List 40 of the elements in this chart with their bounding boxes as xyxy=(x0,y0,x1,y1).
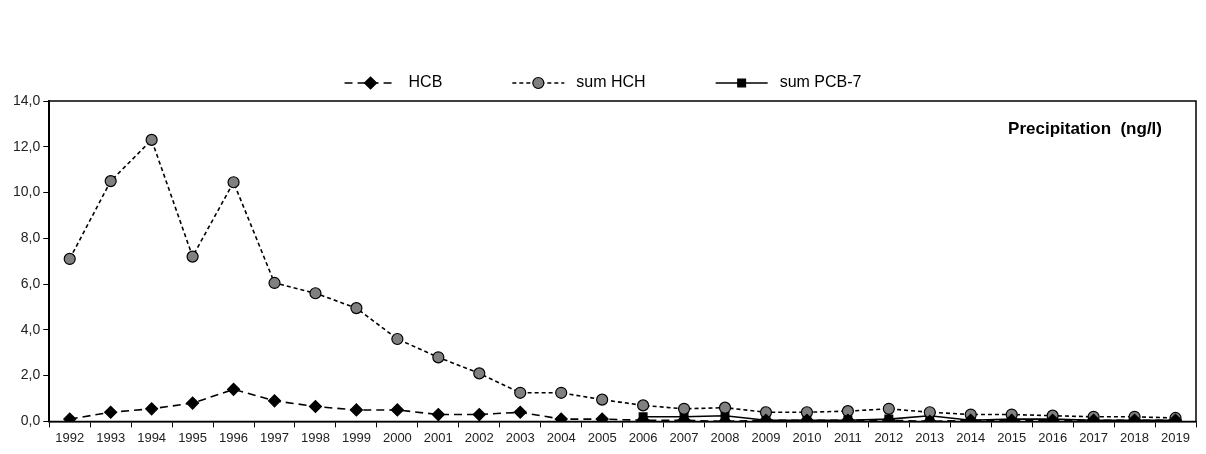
x-tick-label: 2006 xyxy=(628,429,658,445)
y-tick-label: 6,0 xyxy=(20,274,41,291)
x-tick-label: 1992 xyxy=(55,429,85,445)
x-tick-label: 1996 xyxy=(219,429,249,445)
x-tick-label: 2003 xyxy=(505,429,535,445)
x-tick-label: 2011 xyxy=(833,429,862,445)
y-tick-label: 0,0 xyxy=(20,412,41,429)
x-tick-label: 2000 xyxy=(382,429,412,445)
y-tick-label: 2,0 xyxy=(20,366,41,383)
y-tick-label: 10,0 xyxy=(13,183,41,200)
x-tick-label: 1994 xyxy=(137,429,167,445)
x-tick-label: 2005 xyxy=(587,429,617,445)
x-tick-label: 1997 xyxy=(260,429,289,445)
y-tick-label: 14,0 xyxy=(13,91,41,108)
legend-label: sum PCB-7 xyxy=(779,73,862,91)
y-tick-label: 8,0 xyxy=(20,229,41,246)
x-tick-label: 1995 xyxy=(178,429,208,445)
x-tick-label: 2010 xyxy=(792,429,822,445)
x-tick-label: 2017 xyxy=(1079,429,1109,445)
x-tick-label: 2016 xyxy=(1038,429,1068,445)
legend-label: sum HCH xyxy=(576,73,646,91)
legend-label: HCB xyxy=(408,73,443,91)
x-tick-label: 2001 xyxy=(423,429,453,445)
x-tick-label: 1993 xyxy=(96,429,126,445)
y-tick-label: 12,0 xyxy=(13,137,41,154)
x-tick-label: 2002 xyxy=(464,429,494,445)
x-tick-label: 2007 xyxy=(669,429,699,445)
x-tick-label: 2015 xyxy=(997,429,1027,445)
x-tick-label: 2018 xyxy=(1120,429,1150,445)
annotation: Precipitation (ng/l) xyxy=(1008,119,1162,139)
x-tick-label: 2004 xyxy=(546,429,576,445)
x-tick-label: 1999 xyxy=(341,429,371,445)
y-tick-label: 4,0 xyxy=(20,320,41,337)
x-tick-label: 2012 xyxy=(874,429,904,445)
x-tick-label: 1998 xyxy=(301,429,330,445)
x-tick-label: 2014 xyxy=(956,429,986,445)
x-tick-label: 2008 xyxy=(710,429,740,445)
x-tick-label: 2013 xyxy=(915,429,945,445)
x-tick-label: 2009 xyxy=(751,429,781,445)
x-tick-label: 2019 xyxy=(1161,429,1190,445)
